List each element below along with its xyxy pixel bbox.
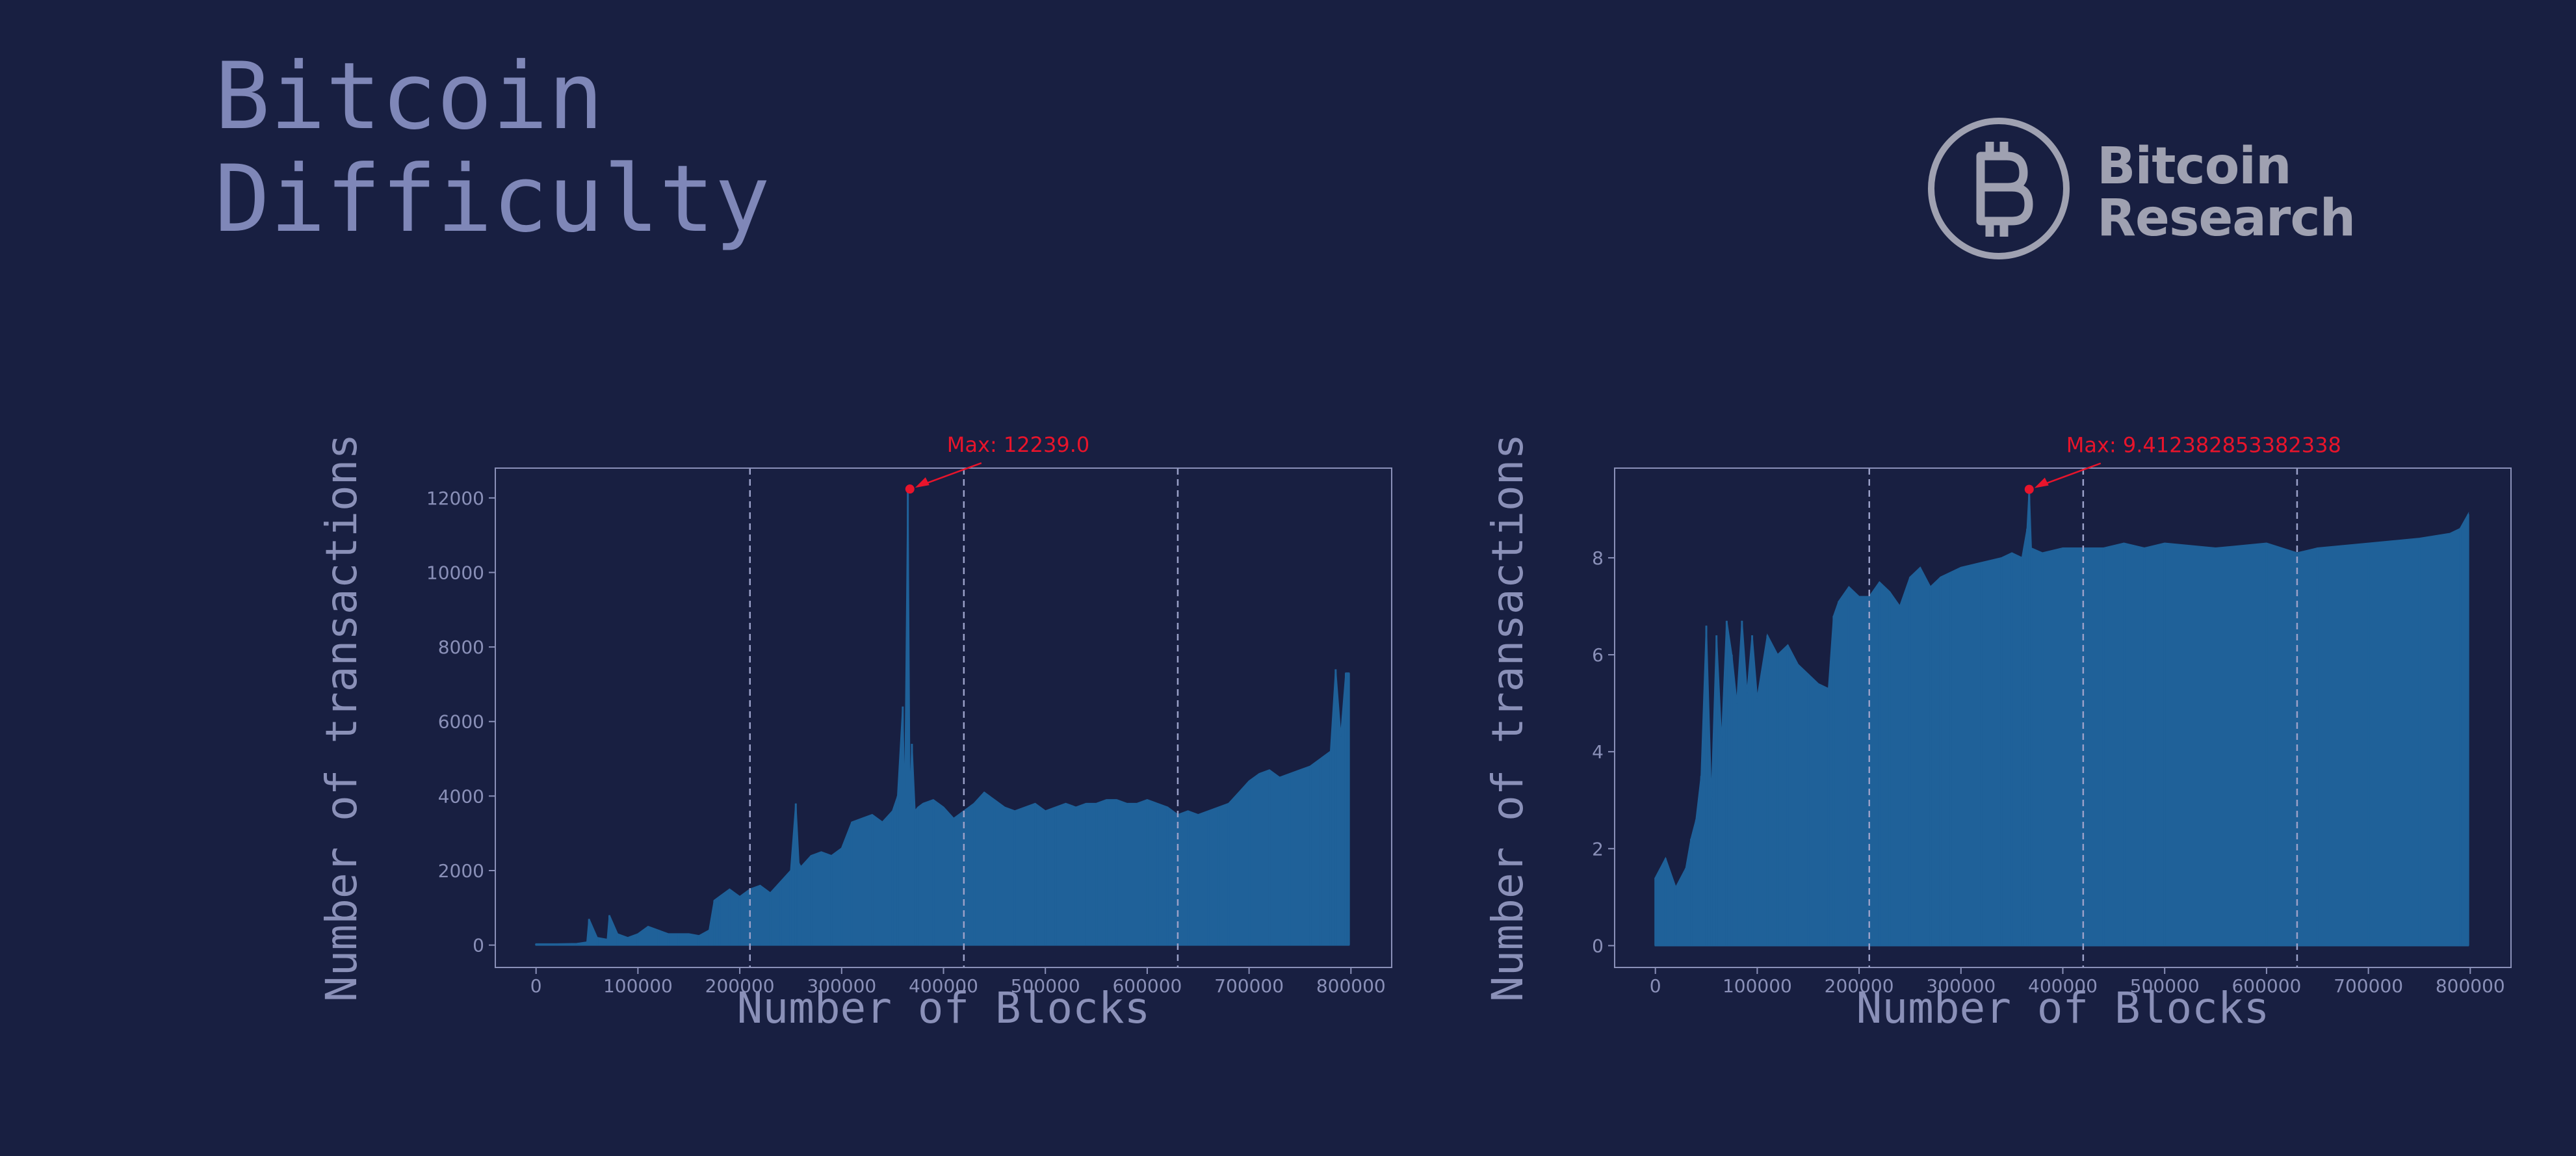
data-series-area (535, 489, 1350, 946)
x-tick-label: 700000 (2334, 975, 2403, 997)
page-title: Bitcoin Difficulty (215, 43, 770, 253)
brand-logo: Bitcoin Research (1927, 116, 2356, 262)
y-axis-label: Number of transactions (1483, 434, 1533, 1002)
x-tick-label: 500000 (1011, 975, 1080, 997)
annotation-arrowhead (2034, 477, 2049, 488)
x-tick-label: 600000 (2231, 975, 2301, 997)
plot-frame (1614, 467, 2512, 968)
chart-panel-1: 0 100000 200000 300000 400000 500000 600000 700… (317, 432, 1392, 1033)
x-tick-label: 400000 (909, 975, 978, 997)
y-tick-label: 6 (1592, 644, 1604, 666)
y-tick-label: 10000 (426, 562, 484, 583)
logo-line-2: Research (2097, 189, 2356, 248)
y-tick-label: 12000 (426, 488, 484, 509)
x-tick-label: 400000 (2028, 975, 2098, 997)
chart-panel-2: 0 100000 200000 300000 400000 500000 600000 700… (1483, 433, 2512, 1033)
max-point (2024, 484, 2034, 494)
y-tick-label: 2000 (438, 860, 484, 882)
x-tick-label: 600000 (1112, 975, 1182, 997)
x-tick-label: 100000 (1723, 975, 1792, 997)
x-axis-label: Number of Blocks (1856, 983, 2270, 1033)
x-axis-label: Number of Blocks (737, 983, 1151, 1033)
x-tick-label: 200000 (1825, 975, 1894, 997)
max-annotation: Max: 12239.0 (947, 432, 1089, 457)
x-tick-label: 0 (1650, 975, 1661, 997)
y-tick-label: 0 (473, 935, 484, 956)
x-tick-label: 800000 (2436, 975, 2505, 997)
logo-line-1: Bitcoin (2097, 137, 2292, 196)
max-annotation: Max: 9.412382853382338 (2066, 433, 2341, 458)
y-tick-label: 4000 (438, 785, 484, 807)
y-tick-label: 4 (1592, 741, 1604, 763)
x-tick-label: 300000 (1926, 975, 1996, 997)
x-tick-label: 500000 (2130, 975, 2200, 997)
y-tick-label: 6000 (438, 711, 484, 733)
y-tick-label: 2 (1592, 838, 1604, 860)
y-tick-label: 8000 (438, 637, 484, 658)
y-tick-label: 8 (1592, 547, 1604, 569)
annotation-arrow (917, 462, 982, 488)
plot-frame (495, 467, 1392, 968)
y-tick-label: 0 (1592, 935, 1604, 956)
data-series-area (1654, 489, 2469, 947)
annotation-arrow (2036, 462, 2101, 488)
max-point (905, 484, 915, 494)
x-tick-label: 300000 (807, 975, 876, 997)
annotation-arrowhead (915, 477, 930, 488)
logo-text: Bitcoin Research (2097, 137, 2356, 248)
y-axis-label: Number of transactions (317, 434, 367, 1002)
x-tick-label: 800000 (1316, 975, 1386, 997)
x-tick-label: 0 (530, 975, 542, 997)
bitcoin-circle-icon (1928, 118, 2070, 259)
x-tick-label: 100000 (603, 975, 673, 997)
x-tick-label: 200000 (705, 975, 775, 997)
x-tick-label: 700000 (1214, 975, 1284, 997)
